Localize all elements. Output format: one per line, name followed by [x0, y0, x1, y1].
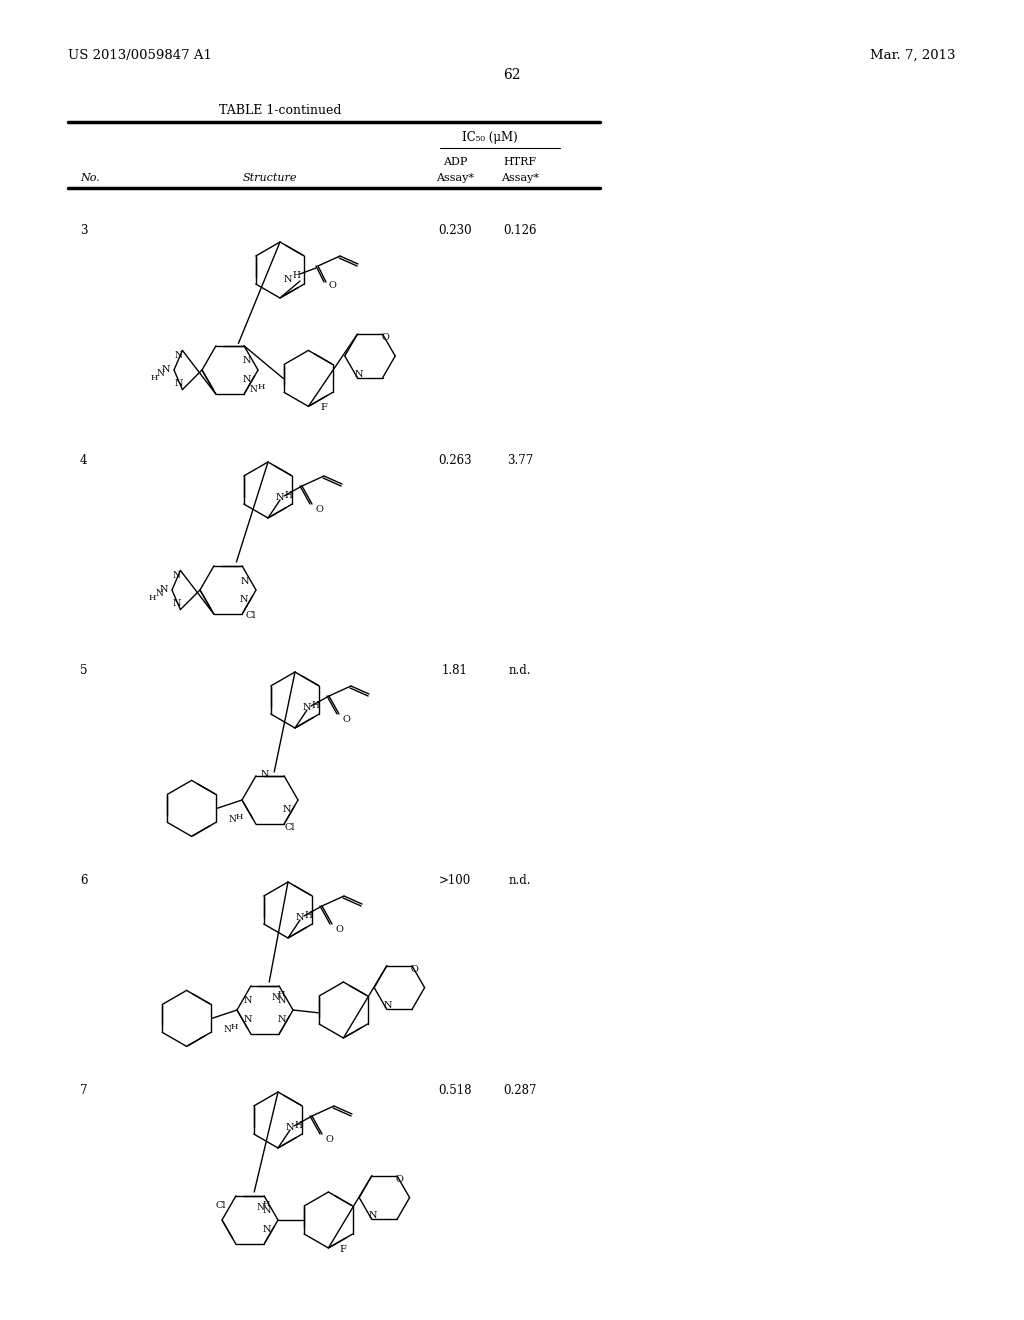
Text: N: N	[223, 1026, 231, 1035]
Text: 0.263: 0.263	[438, 454, 472, 466]
Text: No.: No.	[80, 173, 99, 183]
Text: H: H	[236, 813, 243, 821]
Text: N: N	[172, 599, 180, 609]
Text: ADP: ADP	[442, 157, 467, 168]
Text: O: O	[382, 333, 389, 342]
Text: N: N	[260, 771, 268, 779]
Text: N: N	[275, 494, 285, 503]
Text: 7: 7	[80, 1084, 87, 1097]
Text: H: H	[257, 383, 264, 391]
Text: N: N	[284, 276, 292, 285]
Text: N: N	[262, 1205, 271, 1214]
Text: 0.518: 0.518	[438, 1084, 472, 1097]
Text: IC₅₀ (μM): IC₅₀ (μM)	[462, 132, 518, 144]
Text: F: F	[339, 1245, 346, 1254]
Text: 3.77: 3.77	[507, 454, 534, 466]
Text: 3: 3	[80, 223, 87, 236]
Text: H: H	[262, 1200, 269, 1208]
Text: N: N	[243, 355, 251, 364]
Text: TABLE 1-continued: TABLE 1-continued	[219, 103, 341, 116]
Text: N: N	[162, 366, 170, 375]
Text: H: H	[284, 491, 292, 500]
Text: N: N	[278, 995, 286, 1005]
Text: Assay*: Assay*	[436, 173, 474, 183]
Text: H: H	[278, 990, 285, 998]
Text: US 2013/0059847 A1: US 2013/0059847 A1	[68, 49, 212, 62]
Text: H: H	[311, 701, 318, 710]
Text: H: H	[292, 272, 300, 281]
Text: O: O	[315, 504, 323, 513]
Text: 6: 6	[80, 874, 87, 887]
Text: H: H	[294, 1122, 302, 1130]
Text: N: N	[155, 590, 163, 598]
Text: N: N	[174, 379, 182, 388]
Text: N: N	[156, 370, 164, 379]
Text: n.d.: n.d.	[509, 664, 531, 676]
Text: H: H	[148, 594, 156, 602]
Text: N: N	[354, 370, 364, 379]
Text: N: N	[241, 577, 249, 586]
Text: O: O	[396, 1175, 403, 1184]
Text: O: O	[325, 1134, 333, 1143]
Text: 1.81: 1.81	[442, 664, 468, 676]
Text: N: N	[172, 570, 180, 579]
Text: N: N	[262, 1225, 271, 1234]
Text: N: N	[296, 913, 304, 923]
Text: N: N	[160, 586, 168, 594]
Text: 5: 5	[80, 664, 87, 676]
Text: N: N	[250, 385, 258, 395]
Text: N: N	[228, 816, 237, 825]
Text: N: N	[271, 993, 279, 1002]
Text: N: N	[303, 704, 311, 713]
Text: HTRF: HTRF	[504, 157, 537, 168]
Text: N: N	[384, 1002, 392, 1010]
Text: H: H	[230, 1023, 238, 1031]
Text: N: N	[278, 1015, 286, 1024]
Text: N: N	[174, 351, 182, 360]
Text: H: H	[151, 374, 158, 381]
Text: Structure: Structure	[243, 173, 297, 183]
Text: N: N	[244, 995, 253, 1005]
Text: Cl: Cl	[215, 1201, 226, 1210]
Text: O: O	[328, 281, 336, 290]
Text: O: O	[411, 965, 419, 974]
Text: Cl: Cl	[285, 824, 295, 833]
Text: N: N	[283, 805, 291, 814]
Text: N: N	[244, 1015, 253, 1024]
Text: O: O	[342, 714, 350, 723]
Text: 4: 4	[80, 454, 87, 466]
Text: O: O	[335, 924, 343, 933]
Text: H: H	[304, 912, 312, 920]
Text: 0.126: 0.126	[503, 223, 537, 236]
Text: Cl: Cl	[245, 611, 256, 619]
Text: N: N	[240, 595, 248, 605]
Text: 0.230: 0.230	[438, 223, 472, 236]
Text: >100: >100	[439, 874, 471, 887]
Text: F: F	[321, 404, 328, 412]
Text: Mar. 7, 2013: Mar. 7, 2013	[870, 49, 956, 62]
Text: N: N	[369, 1212, 378, 1220]
Text: N: N	[256, 1204, 264, 1212]
Text: Assay*: Assay*	[501, 173, 539, 183]
Text: N: N	[243, 375, 251, 384]
Text: 0.287: 0.287	[503, 1084, 537, 1097]
Text: N: N	[286, 1123, 294, 1133]
Text: n.d.: n.d.	[509, 874, 531, 887]
Text: 62: 62	[503, 69, 521, 82]
